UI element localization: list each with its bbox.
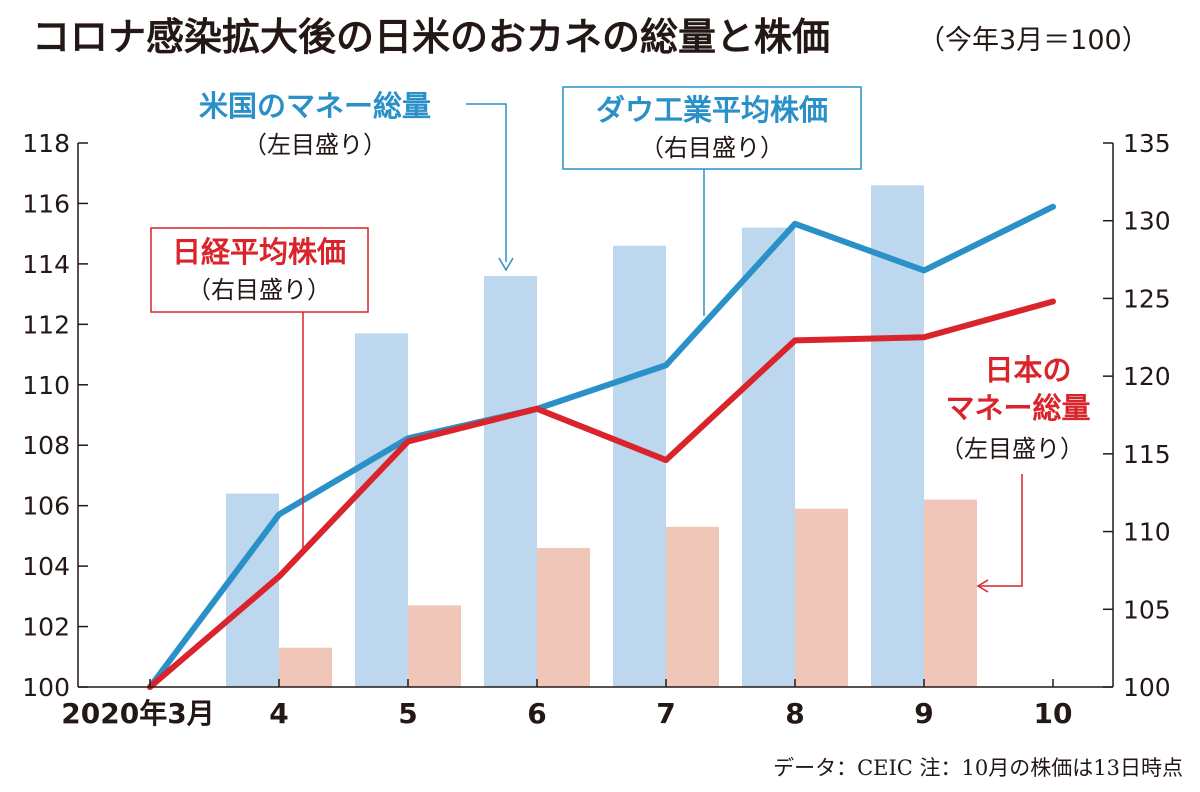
y-left-tick-label-4: 108 xyxy=(22,431,70,460)
axes-group: 1001021041061081101121141161181001051101… xyxy=(22,129,1170,730)
y-left-tick-label-8: 116 xyxy=(22,189,70,218)
y-left-tick-label-6: 112 xyxy=(22,310,70,339)
label-dow-box xyxy=(562,86,862,170)
jp-money-leader-arrow xyxy=(976,579,989,593)
jp-money-bar-4 xyxy=(666,526,719,687)
label-us-money: 米国のマネー総量 xyxy=(199,89,431,123)
y-left-tick-label-9: 118 xyxy=(22,129,70,158)
bars-group xyxy=(226,185,977,688)
us-money-leader-arrow xyxy=(498,257,514,272)
x-tick-label-7: 10 xyxy=(1034,697,1073,730)
x-tick-label-2: 5 xyxy=(398,697,417,730)
jp-money-leader-line xyxy=(980,474,1023,587)
y-right-tick-label-0: 100 xyxy=(1123,673,1171,702)
source-note: データ：CEIC 注：10月の株価は13日時点 xyxy=(773,756,1183,780)
y-right-tick-label-4: 120 xyxy=(1123,362,1171,391)
x-tick-label-1: 4 xyxy=(269,697,288,730)
y-right-tick-label-5: 125 xyxy=(1123,284,1171,313)
label-nikkei: 日経平均株価 xyxy=(172,235,346,269)
label-us-money-axis: （左目盛り） xyxy=(243,131,387,159)
y-left-tick-label-1: 102 xyxy=(22,613,70,642)
nikkei-series-line xyxy=(147,298,1056,690)
us-money-bar-2 xyxy=(355,333,408,687)
chart-title: コロナ感染拡大後の日米のおカネの総量と株価 xyxy=(32,15,830,59)
y-right-tick-label-6: 130 xyxy=(1123,207,1171,236)
x-tick-label-6: 9 xyxy=(914,697,933,730)
y-right-tick-label-2: 110 xyxy=(1123,518,1171,547)
jp-money-bar-5 xyxy=(795,508,848,687)
chart-subtitle: （今年3月＝100） xyxy=(918,25,1149,56)
x-tick-label-0: 2020年3月 xyxy=(61,697,214,730)
us-money-leader-line xyxy=(466,103,507,262)
label-jp-money-line1: 日本の xyxy=(984,353,1071,387)
label-dow: ダウ工業平均株価 xyxy=(596,93,828,127)
label-jp-money-axis: （左目盛り） xyxy=(940,435,1084,463)
label-jp-money-line2: マネー総量 xyxy=(945,391,1090,425)
y-right-tick-label-1: 105 xyxy=(1123,595,1171,624)
y-left-tick-label-0: 100 xyxy=(22,673,70,702)
x-tick-label-5: 8 xyxy=(785,697,804,730)
label-nikkei-axis: （右目盛り） xyxy=(187,276,331,304)
jp-money-bar-3 xyxy=(537,547,590,687)
label-dow-axis: （右目盛り） xyxy=(640,134,784,162)
y-left-tick-label-2: 104 xyxy=(22,552,70,581)
jp-money-bar-6 xyxy=(924,499,977,687)
us-money-bar-3 xyxy=(484,275,537,687)
jp-money-bar-2 xyxy=(408,605,461,687)
jp-money-bar-1 xyxy=(279,647,332,687)
us-money-bar-4 xyxy=(613,245,666,687)
label-nikkei-box xyxy=(150,227,369,313)
x-tick-label-4: 7 xyxy=(656,697,675,730)
x-tick-label-3: 6 xyxy=(527,697,546,730)
y-right-tick-label-3: 115 xyxy=(1123,440,1171,469)
y-left-tick-label-5: 110 xyxy=(22,371,70,400)
y-left-tick-label-7: 114 xyxy=(22,250,70,279)
us-money-bar-5 xyxy=(742,227,795,687)
y-right-tick-label-7: 135 xyxy=(1123,129,1171,158)
dow-series-line xyxy=(147,203,1056,690)
y-left-tick-label-3: 106 xyxy=(22,492,70,521)
